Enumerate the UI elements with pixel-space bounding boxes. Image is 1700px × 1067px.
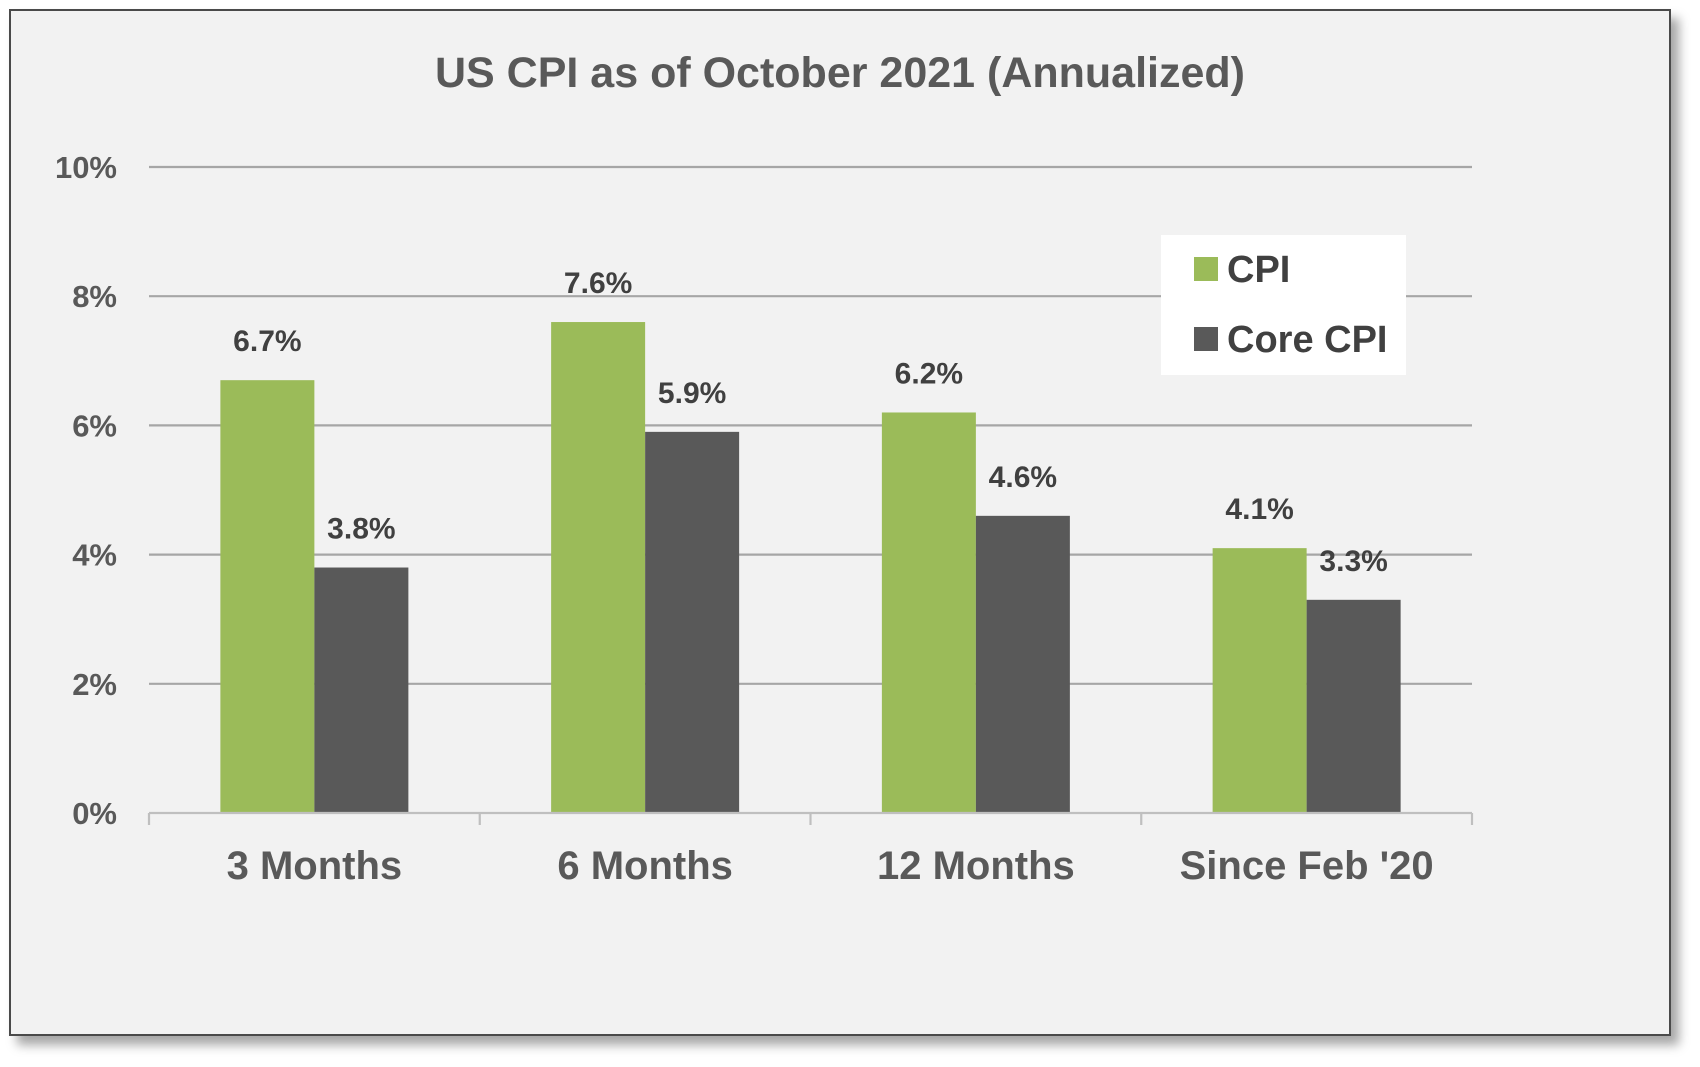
bar-cpi [551, 322, 646, 813]
data-label: 6.2% [895, 357, 963, 390]
y-tick-label: 10% [55, 150, 117, 185]
bar-core-cpi [1306, 599, 1401, 813]
y-tick-label: 0% [72, 796, 117, 831]
x-tick-label: 12 Months [877, 844, 1075, 888]
x-tick-label: Since Feb '20 [1180, 844, 1434, 888]
data-label: 6.7% [233, 325, 301, 358]
bar-cpi [220, 380, 315, 813]
legend-swatch [1194, 327, 1218, 351]
chart-title: US CPI as of October 2021 (Annualized) [435, 49, 1245, 97]
chart: US CPI as of October 2021 (Annualized) 0… [55, 49, 1474, 888]
legend-label: Core CPI [1227, 319, 1387, 361]
data-labels: 6.7% 7.6% 6.2% 4.1% 3.8% 5.9% 4.6% 3.3% [233, 267, 1388, 578]
y-tick-label: 8% [72, 279, 117, 314]
data-label: 4.1% [1225, 493, 1293, 526]
bar-cpi [881, 412, 976, 813]
legend-label: CPI [1227, 249, 1290, 291]
y-tick-label: 2% [72, 667, 117, 702]
bar-core-cpi [645, 431, 740, 813]
bar-core-cpi [975, 515, 1070, 813]
y-tick-label: 6% [72, 408, 117, 443]
y-axis-ticks: 0% 2% 4% 6% 8% 10% [55, 150, 117, 831]
chart-frame: US CPI as of October 2021 (Annualized) 0… [9, 9, 1671, 1036]
bar-cpi [1212, 548, 1307, 813]
y-tick-label: 4% [72, 538, 117, 573]
x-tick-label: 3 Months [227, 844, 403, 888]
bars [220, 322, 1401, 813]
x-axis: 3 Months 6 Months 12 Months Since Feb '20 [147, 811, 1474, 888]
data-label: 4.6% [989, 461, 1057, 494]
data-label: 3.3% [1319, 545, 1387, 578]
data-label: 7.6% [564, 267, 632, 300]
bar-core-cpi [314, 567, 409, 813]
data-label: 5.9% [658, 377, 726, 410]
legend-swatch [1194, 257, 1218, 281]
legend: CPI Core CPI [1161, 235, 1406, 375]
x-tick-label: 6 Months [557, 844, 733, 888]
data-label: 3.8% [327, 513, 395, 546]
